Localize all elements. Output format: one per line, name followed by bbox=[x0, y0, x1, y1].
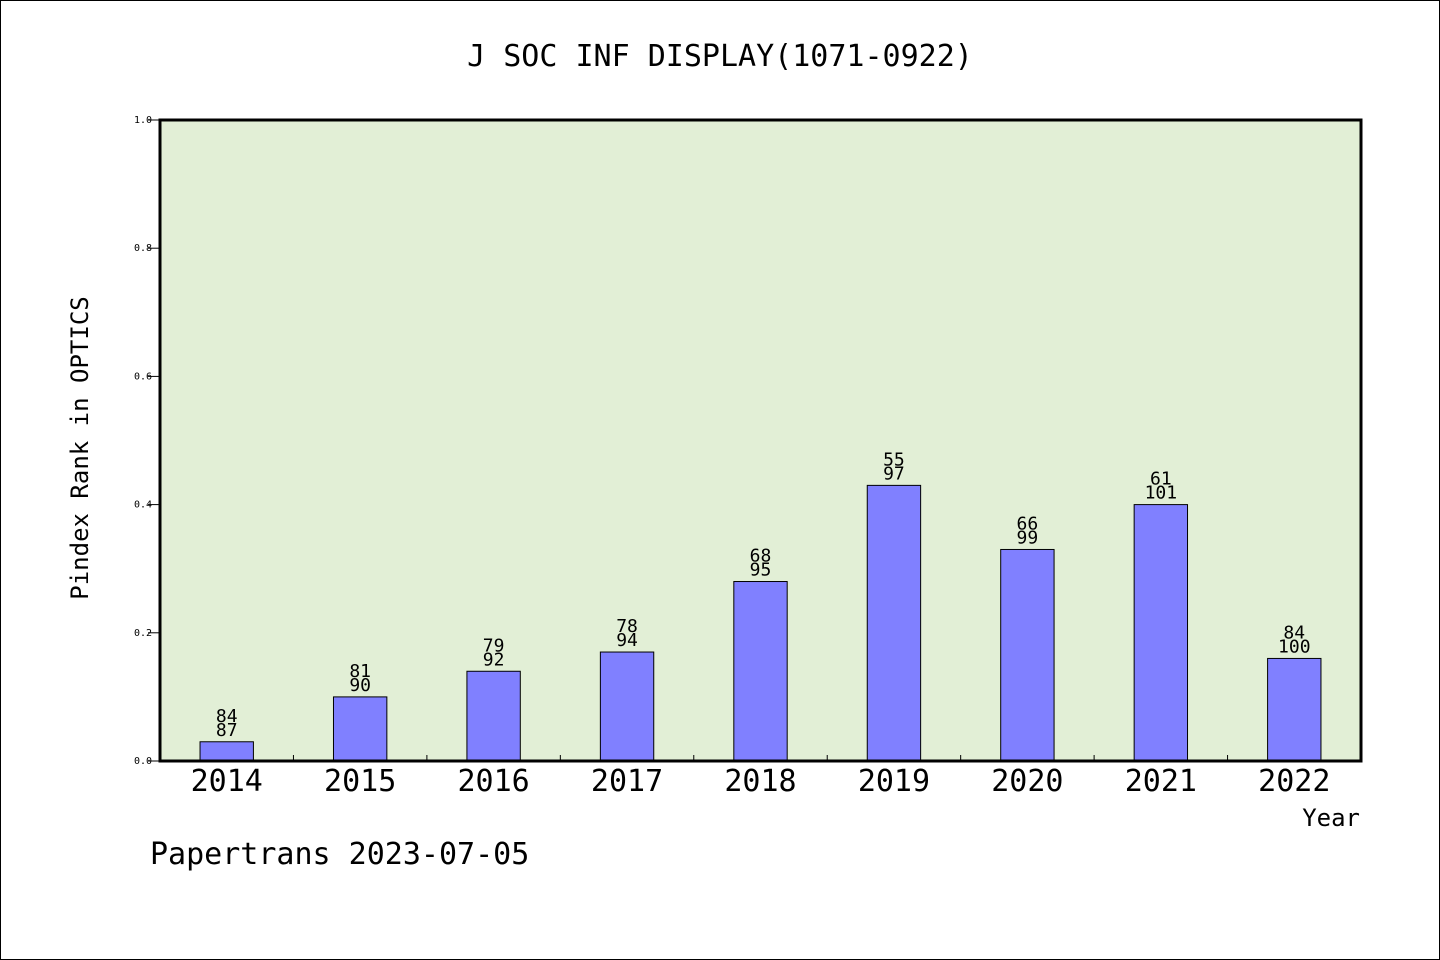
bar-label-top-2018: 68 bbox=[750, 546, 772, 567]
bar-label-bottom-2014: 87 bbox=[216, 720, 238, 741]
bar-2020 bbox=[1000, 548, 1055, 762]
bar-2019 bbox=[866, 484, 922, 762]
bar-2016 bbox=[466, 670, 521, 762]
x-tick-label-2017: 2017 bbox=[591, 764, 663, 799]
bars-group bbox=[199, 484, 1322, 762]
x-tick-label-2020: 2020 bbox=[991, 764, 1063, 799]
footer-credit: Papertrans 2023-07-05 bbox=[150, 837, 529, 872]
x-axis-ticks: 2014 2015 2016 2017 2018 2019 2020 2021 2022 bbox=[191, 755, 1330, 799]
bar-label-bottom-2022: 100 bbox=[1278, 636, 1311, 657]
x-tick-label-2021: 2021 bbox=[1125, 764, 1197, 799]
plot-border bbox=[158, 118, 1363, 763]
x-tick-label-2014: 2014 bbox=[191, 764, 263, 799]
bar-label-bottom-2016: 92 bbox=[483, 649, 505, 670]
x-tick-label-2019: 2019 bbox=[858, 764, 930, 799]
bar-2015 bbox=[332, 696, 388, 762]
bar-2017 bbox=[599, 651, 655, 762]
bar-label-bottom-2020: 99 bbox=[1017, 527, 1039, 548]
y-tick-label: 0.6 bbox=[134, 371, 152, 382]
bar-label-bottom-2019: 97 bbox=[883, 463, 905, 484]
bar-label-bottom-2018: 95 bbox=[750, 560, 772, 581]
bar-label-top-2016: 79 bbox=[483, 635, 505, 656]
y-axis-title: Pindex Rank in OPTICS bbox=[66, 296, 94, 599]
bar-label-bottom-2017: 94 bbox=[616, 630, 638, 651]
bar-label-top-2020: 66 bbox=[1017, 513, 1039, 534]
bar-2022 bbox=[1267, 657, 1322, 762]
bar-label-bottom-2015: 90 bbox=[349, 675, 371, 696]
bar-2018 bbox=[733, 581, 788, 762]
x-tick-label-2018: 2018 bbox=[724, 764, 796, 799]
x-tick-label-2016: 2016 bbox=[457, 764, 529, 799]
bar-2021 bbox=[1133, 504, 1189, 762]
bar-label-top-2014: 84 bbox=[216, 706, 238, 727]
y-tick-label: 0.4 bbox=[134, 500, 152, 511]
y-tick-label: 0.2 bbox=[134, 628, 152, 639]
bar-label-top-2015: 81 bbox=[349, 661, 371, 682]
y-tick-label: 1.0 bbox=[134, 115, 152, 126]
x-tick-label-2015: 2015 bbox=[324, 764, 396, 799]
bar-label-top-2022: 84 bbox=[1283, 622, 1305, 643]
chart-title: J SOC INF DISPLAY(1071-0922) bbox=[467, 39, 973, 74]
y-tick-label: 0.0 bbox=[134, 756, 152, 767]
bar-label-bottom-2021: 101 bbox=[1145, 483, 1178, 504]
bar-label-top-2017: 78 bbox=[616, 616, 638, 637]
bar-label-top-2019: 55 bbox=[883, 449, 905, 470]
bar-label-top-2021: 61 bbox=[1150, 469, 1172, 490]
y-axis-ticks: 0.0 0.2 0.4 0.6 0.8 1.0 bbox=[134, 115, 160, 767]
y-tick-label: 0.8 bbox=[134, 243, 152, 254]
bar-2014 bbox=[199, 741, 254, 762]
x-axis-title: Year bbox=[1302, 804, 1360, 832]
x-tick-label-2022: 2022 bbox=[1258, 764, 1330, 799]
